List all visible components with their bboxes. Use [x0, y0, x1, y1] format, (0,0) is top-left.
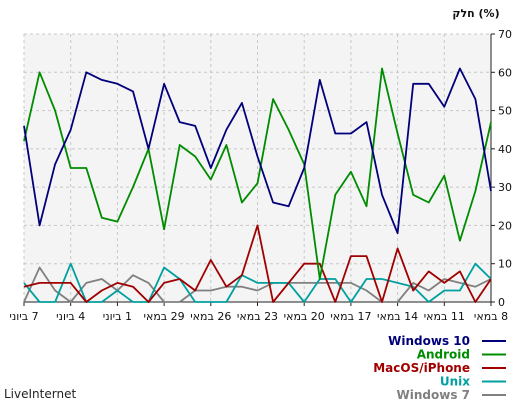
x-tick-label: 8 במאי — [474, 310, 508, 323]
y-tick-label: 40 — [498, 143, 512, 156]
liveinternet-footer: LiveInternet — [4, 387, 76, 401]
legend-label-windows-10: Windows 10 — [388, 334, 470, 348]
y-tick-label: 20 — [498, 219, 512, 232]
y-tick-label: 10 — [498, 258, 512, 271]
x-tick-label: 23 במאי — [237, 310, 278, 323]
x-tick-label: 11 במאי — [424, 310, 465, 323]
y-tick-label: 50 — [498, 105, 512, 118]
x-tick-label: 20 במאי — [284, 310, 325, 323]
y-tick-label: 30 — [498, 181, 512, 194]
y-tick-label: 0 — [498, 296, 505, 309]
legend-label-macos-iphone: MacOS/iPhone — [373, 361, 470, 375]
series-line-android — [23, 67, 492, 280]
series-line-unix — [23, 262, 492, 303]
x-tick-label: 1 ביוני — [103, 310, 132, 323]
series-line-windows-10 — [23, 67, 492, 235]
series-line-macos-iphone — [23, 224, 492, 303]
x-tick-label: 4 ביוני — [56, 310, 85, 323]
x-tick-label: 26 במאי — [190, 310, 231, 323]
x-tick-label: 7 ביוני — [9, 310, 38, 323]
legend-label-windows-7: Windows 7 — [397, 388, 470, 402]
y-tick-label: 70 — [498, 28, 512, 41]
series-line-windows-7 — [23, 266, 492, 303]
x-tick-label: 17 במאי — [330, 310, 371, 323]
x-tick-label: 29 במאי — [144, 310, 185, 323]
legend-label-android: Android — [417, 348, 470, 362]
x-tick-label: 14 במאי — [377, 310, 418, 323]
y-axis-title: חלק (%) — [452, 7, 499, 20]
y-tick-label: 60 — [498, 66, 512, 79]
legend-label-unix: Unix — [440, 375, 470, 389]
